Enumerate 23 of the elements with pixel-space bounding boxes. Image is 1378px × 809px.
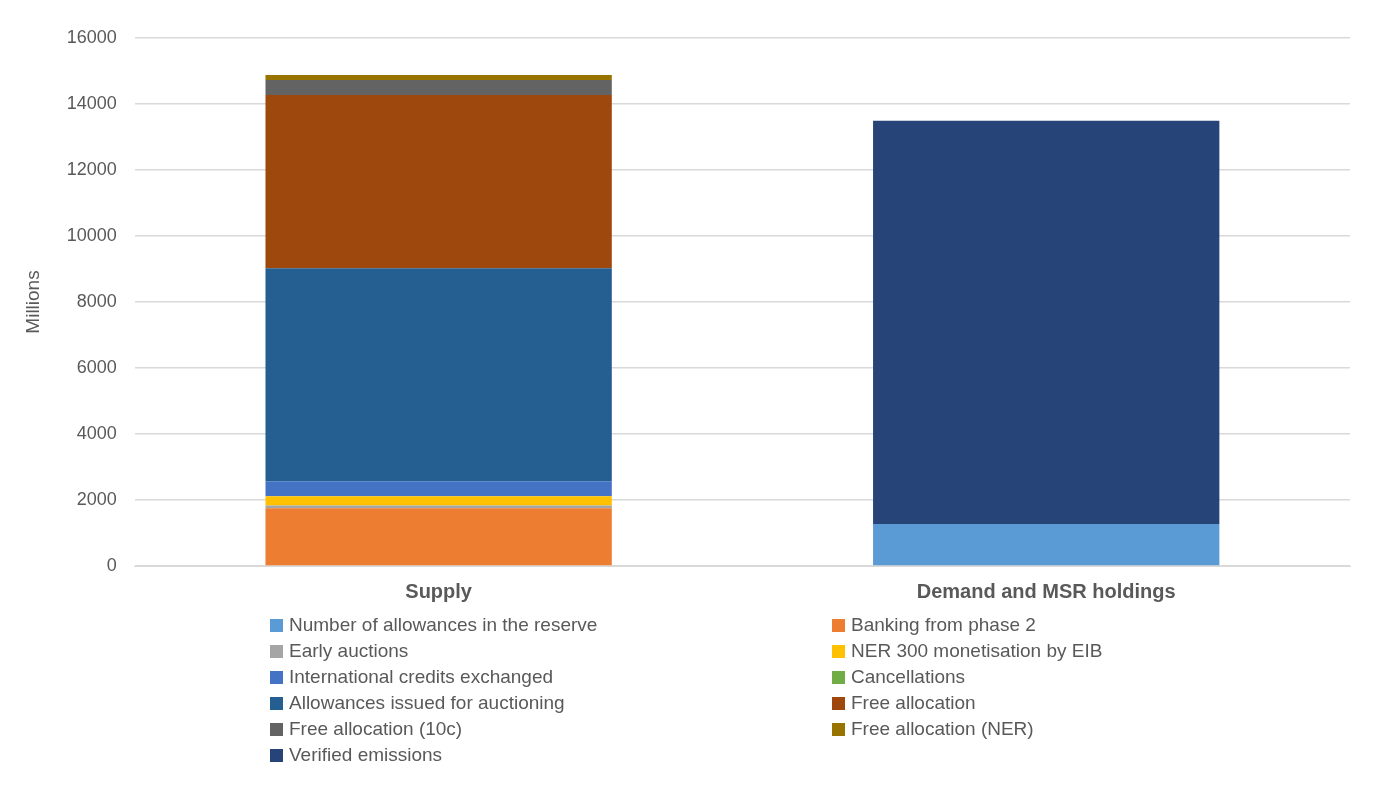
y-tick-label: 10000 (66, 224, 117, 245)
legend-label: Free allocation (851, 692, 976, 714)
legend-label: NER 300 monetisation by EIB (851, 640, 1103, 662)
y-tick-label: 4000 (76, 422, 117, 443)
legend-label: Allowances issued for auctioning (289, 692, 565, 714)
y-tick-label: 14000 (66, 92, 117, 113)
legend-label: Cancellations (851, 666, 966, 688)
legend-label: Banking from phase 2 (851, 614, 1036, 636)
legend-label: Verified emissions (289, 744, 443, 766)
y-tick-label: 2000 (76, 488, 117, 509)
y-axis-title: Millions (21, 270, 43, 334)
legend-label: Early auctions (289, 640, 409, 662)
legend-label: Free allocation (NER) (851, 718, 1034, 740)
y-tick-label: 12000 (66, 158, 117, 179)
y-tick-label: 8000 (76, 290, 117, 311)
x-tick-label: Supply (405, 579, 473, 602)
y-tick-label: 16000 (66, 26, 117, 47)
legend-label: Free allocation (10c) (289, 718, 463, 740)
x-tick-label: Demand and MSR holdings (916, 579, 1176, 602)
legend-label: International credits exchanged (289, 666, 554, 688)
y-tick-label: 0 (106, 554, 117, 575)
y-tick-label: 6000 (76, 356, 117, 377)
legend-label: Number of allowances in the reserve (289, 614, 598, 636)
